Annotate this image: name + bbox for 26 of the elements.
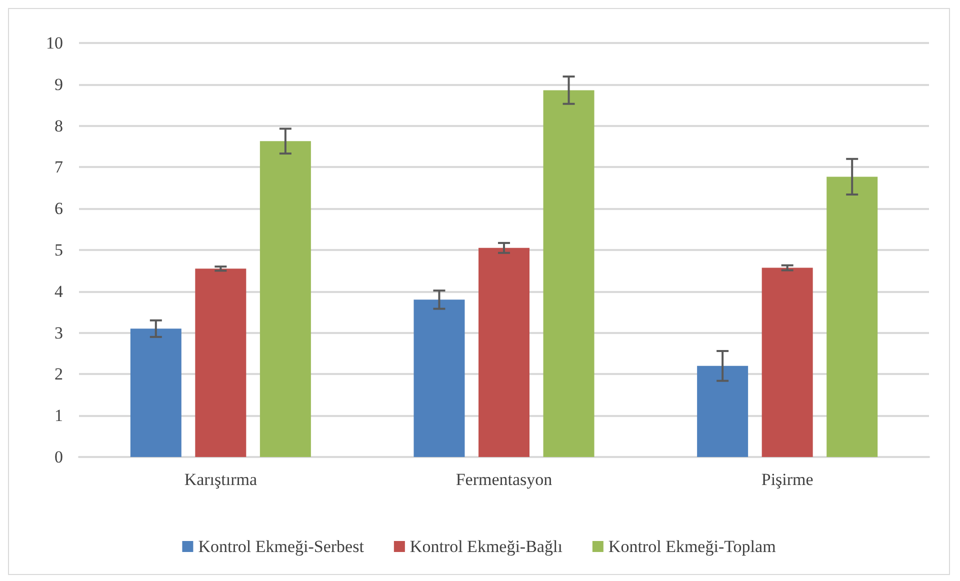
x-tick-label: Fermentasyon [456,470,553,489]
y-tick-label: 9 [54,74,63,94]
bar [260,141,311,457]
x-tick-label: Pişirme [761,470,814,489]
y-tick-label: 3 [54,323,63,342]
legend-label: Kontrol Ekmeği-Bağlı [410,537,563,556]
y-tick-label: 1 [54,406,63,426]
y-tick-label: 8 [54,116,63,136]
x-tick-label: Karıştırma [184,470,258,489]
legend-label: Kontrol Ekmeği-Toplam [608,537,776,556]
bar [414,300,465,457]
y-tick-label: 10 [46,34,63,52]
bar [762,268,813,457]
y-tick-label: 7 [54,158,64,177]
bar [195,268,246,457]
bar [478,248,530,457]
bar [130,328,182,457]
bar [697,366,748,457]
y-tick-label: 6 [54,199,63,218]
bar [826,176,878,457]
y-tick-label: 2 [54,364,63,384]
legend-label: Kontrol Ekmeği-Serbest [198,537,364,556]
y-tick-label: 4 [54,282,64,301]
y-tick-label: 5 [54,240,63,260]
bar [543,90,594,457]
y-tick-label: 0 [54,448,63,466]
